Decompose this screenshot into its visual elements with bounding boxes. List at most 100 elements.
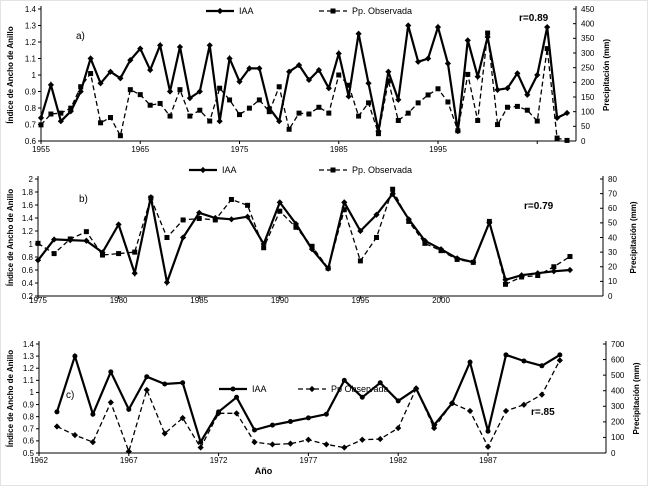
series-pp-marker (406, 218, 412, 224)
series-iaa-marker (179, 234, 187, 241)
series-iaa-marker (345, 93, 352, 100)
y-left-tick-label: 1.2 (25, 38, 37, 47)
series-pp-marker (167, 113, 173, 119)
y-left-tick-label: 0.9 (25, 87, 37, 96)
y-left-tick-label: 0.6 (25, 137, 37, 146)
series-iaa-marker (34, 257, 42, 264)
x-tick-label: 1982 (389, 456, 407, 465)
series-iaa-marker (286, 68, 293, 75)
y-right-axis-title: Precipitación (mm) (629, 201, 638, 273)
y-left-axis-title: Índice de Ancho de Anillo (6, 350, 15, 447)
x-tick-label: 1962 (30, 456, 48, 465)
series-iaa-marker (377, 380, 383, 386)
series-pp-marker (405, 110, 411, 116)
y-left-tick-label: 1.3 (23, 352, 35, 361)
series-pp-line (37, 187, 571, 286)
series-iaa-marker (434, 24, 442, 31)
y-left-tick-label: 1 (32, 71, 37, 80)
y-right-tick-label: 450 (581, 5, 595, 14)
series-pp-marker (356, 113, 362, 119)
series-pp-marker (538, 391, 545, 398)
series-pp-marker (567, 254, 573, 260)
x-tick-label: 2000 (432, 296, 450, 305)
series-iaa-marker (395, 398, 401, 404)
series-iaa-marker (464, 37, 471, 44)
series-iaa-marker (77, 88, 84, 95)
series-iaa-marker (295, 62, 303, 69)
legend-marker (230, 386, 236, 392)
series-iaa-marker (228, 216, 235, 223)
series-pp-marker (554, 135, 560, 141)
series-pp-marker (445, 99, 451, 105)
panel-a: 0.6 0.7 0.8 0.9 1 1.1 1.2 1.3 1.4 0 50 100 150 200 250… (1, 1, 647, 156)
series-pp-marker (377, 435, 384, 443)
series-pp-marker (435, 86, 441, 92)
series-pp-marker (157, 100, 163, 106)
series-iaa-marker (131, 270, 138, 277)
series-iaa-marker (276, 199, 283, 206)
legend-label: IAA (252, 384, 267, 394)
series-pp-marker (197, 107, 203, 113)
y-right-tick-label: 250 (581, 63, 595, 72)
legend-item-pp-observada: Pp Observada (298, 384, 389, 394)
series-pp-marker (287, 440, 294, 447)
series-iaa-marker (57, 118, 64, 125)
series-iaa-marker (485, 428, 491, 434)
legend-marker (308, 385, 316, 393)
series-pp-marker (212, 217, 218, 223)
series-iaa-marker (325, 85, 332, 92)
series-pp-marker (261, 245, 267, 251)
series-pp-marker (475, 117, 481, 123)
series-iaa-line (37, 192, 571, 287)
series-iaa-marker (539, 363, 545, 369)
series-pp-marker (256, 97, 262, 103)
y-right-axis-title: Precipitación (mm) (632, 362, 641, 434)
y-left-tick-label: 1.1 (25, 54, 37, 63)
series-pp-marker (395, 424, 402, 432)
series-pp-marker (187, 113, 193, 119)
y-left-tick-label: 0.7 (23, 425, 35, 434)
series-pp-marker (359, 436, 366, 443)
series-pp-marker (88, 71, 94, 77)
series-iaa-marker (355, 30, 362, 37)
series-iaa-marker (144, 374, 150, 380)
series-pp-marker (293, 224, 299, 230)
series-pp-marker (390, 186, 396, 192)
y-left-tick-label: 1.8 (22, 188, 34, 197)
series-iaa-marker (554, 114, 561, 121)
series-iaa-marker (51, 236, 58, 243)
series-pp-marker (341, 207, 347, 213)
legend-label: Pp Observada (331, 384, 389, 394)
series-pp-marker (385, 78, 391, 84)
series-iaa-marker (308, 246, 316, 253)
y-right-tick-label: 30 (608, 248, 617, 257)
x-tick-label: 1995 (352, 296, 370, 305)
legend-label: IAA (222, 165, 237, 175)
series-pp-marker (466, 407, 474, 415)
series-pp-marker (484, 443, 492, 450)
y-left-tick-label: 1.4 (25, 5, 37, 14)
series-pp-marker (306, 111, 312, 117)
series-iaa-marker (180, 380, 186, 386)
panel-b-chart: 0.20.40.60.811.21.41.61.8201020304050607… (6, 165, 638, 305)
x-tick-label: 1965 (131, 145, 149, 154)
y-left-tick-label: 1 (29, 240, 34, 249)
series-iaa-marker (534, 71, 541, 79)
series-iaa-marker (87, 55, 94, 62)
y-left-tick-label: 1 (30, 388, 35, 397)
series-iaa-marker (186, 95, 193, 102)
y-left-tick-label: 0.4 (22, 279, 34, 288)
series-pp-marker (305, 436, 312, 443)
legend-marker (199, 166, 207, 174)
y-left-tick-label: 0.6 (23, 437, 35, 446)
y-right-tick-label: 40 (608, 233, 617, 242)
series-iaa-marker (117, 75, 124, 82)
series-iaa-marker (236, 78, 243, 85)
series-pp-marker (53, 423, 61, 430)
series-pp-marker (524, 107, 530, 113)
series-pp-marker (514, 103, 520, 109)
x-tick-label: 1985 (190, 296, 208, 305)
series-pp-marker (455, 128, 461, 134)
x-tick-label: 1967 (120, 456, 138, 465)
series-pp-marker (180, 217, 186, 223)
